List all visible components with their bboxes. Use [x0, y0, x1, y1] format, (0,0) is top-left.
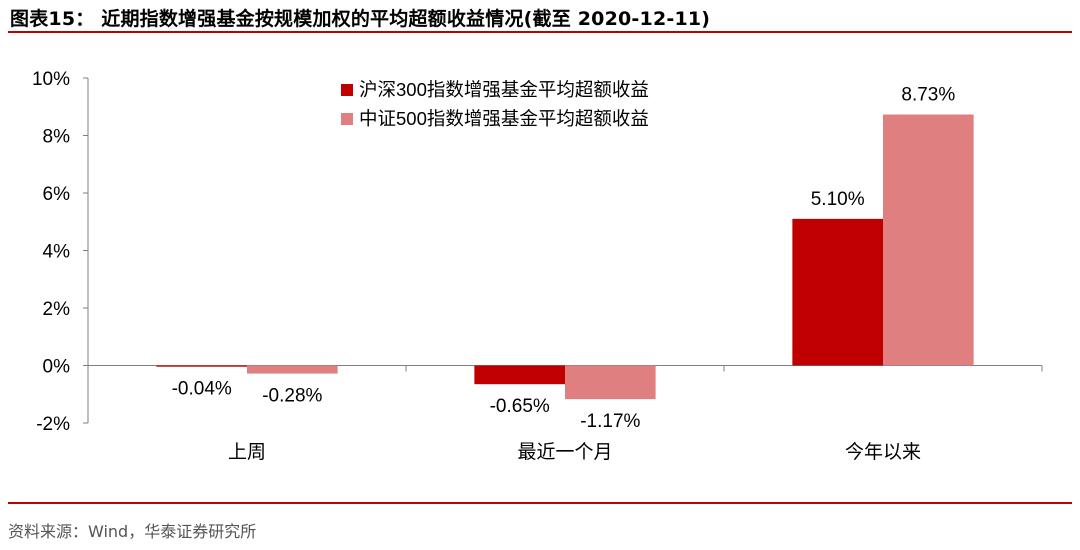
chart-header: 图表15： 近期指数增强基金按规模加权的平均超额收益情况(截至 2020-12-…: [8, 2, 1072, 32]
data-label: -0.28%: [262, 386, 322, 407]
y-tick-label: 10%: [32, 69, 70, 90]
bottom-rule: [8, 502, 1072, 504]
bar-series-1: [474, 365, 565, 385]
legend-label: 沪深300指数增强基金平均超额收益: [359, 79, 649, 100]
bar-series-2: [883, 114, 974, 366]
bars: [156, 114, 974, 400]
source-note: 资料来源：Wind，华泰证券研究所: [8, 522, 257, 541]
y-tick-label: 6%: [43, 184, 71, 205]
y-tick-label: 0%: [43, 357, 71, 378]
data-labels: -0.04% -0.65% 5.10% -0.28% -1.17% 8.73%: [172, 85, 956, 433]
y-tick-label: -2%: [36, 414, 70, 435]
legend-swatch: [341, 84, 353, 96]
data-label: -0.65%: [490, 396, 550, 417]
y-tick-label: 4%: [43, 242, 71, 263]
top-rule: [8, 31, 1072, 33]
bar-series-1: [792, 218, 883, 366]
x-category-label: 今年以来: [845, 441, 921, 463]
data-label: 5.10%: [811, 189, 865, 210]
bar-series-2: [565, 365, 656, 400]
y-tick-label: 2%: [43, 299, 71, 320]
figure-title: 图表15： 近期指数增强基金按规模加权的平均超额收益情况(截至 2020-12-…: [10, 8, 711, 30]
bar-series-2: [247, 365, 338, 374]
data-label: 8.73%: [901, 85, 955, 106]
bar-series-1: [156, 365, 247, 367]
legend-swatch: [341, 113, 353, 125]
x-category-label: 最近一个月: [517, 441, 612, 463]
data-label: -1.17%: [580, 411, 640, 432]
x-category-label: 上周: [228, 441, 266, 463]
data-label: -0.04%: [172, 379, 232, 400]
legend-label: 中证500指数增强基金平均超额收益: [359, 108, 649, 129]
y-tick-label: 8%: [43, 127, 71, 148]
